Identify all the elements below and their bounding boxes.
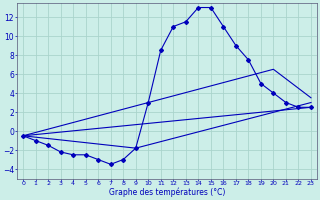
X-axis label: Graphe des températures (°C): Graphe des températures (°C) <box>109 188 225 197</box>
